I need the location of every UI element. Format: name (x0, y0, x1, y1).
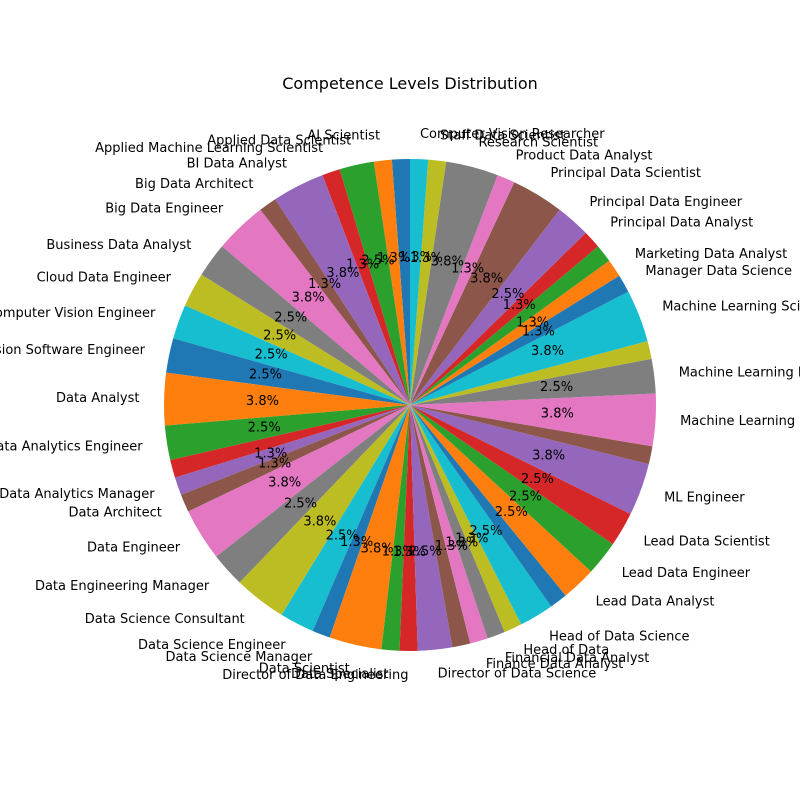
slice-category-label: Applied Machine Learning Scientist (95, 141, 323, 156)
slice-category-label: Cloud Data Engineer (37, 271, 172, 286)
slice-percent-label: 1.3% (399, 250, 432, 265)
slice-percent-label: 1.3% (516, 315, 549, 330)
slice-category-label: Data Engineer (87, 540, 181, 555)
slice-percent-label: 3.8% (541, 407, 574, 422)
slice-category-label: Head of Data Science (549, 630, 689, 645)
slice-percent-label: 3.8% (303, 514, 336, 529)
slice-percent-label: 2.5% (255, 348, 288, 363)
slice-category-label: Marketing Data Analyst (635, 247, 787, 262)
slice-category-label: Data Engineering Manager (35, 579, 210, 594)
slice-category-label: Data Analyst (56, 391, 139, 406)
slice-category-label: Manager Data Science (645, 264, 792, 279)
slice-percent-label: 2.5% (274, 311, 307, 326)
slice-percent-label: 3.8% (268, 475, 301, 490)
slice-category-label: Big Data Architect (135, 177, 253, 192)
slice-percent-label: 2.5% (469, 524, 502, 539)
slice-category-label: Data Analytics Engineer (0, 439, 143, 454)
slice-category-label: Computer Vision Engineer (0, 306, 156, 321)
slice-category-label: Principal Data Engineer (589, 195, 742, 210)
slice-category-label: Head of Data (523, 643, 609, 658)
slice-category-label: Principal Data Analyst (610, 215, 753, 230)
slice-percent-label: 2.5% (491, 287, 524, 302)
slice-category-label: Principal Data Scientist (550, 166, 701, 181)
slice-percent-label: 3.8% (531, 344, 564, 359)
slice-percent-label: 1.3% (258, 456, 291, 471)
slice-percent-label: 3.8% (532, 448, 565, 463)
slice-category-label: Computer Vision Software Engineer (0, 343, 146, 358)
slice-category-label: Lead Data Engineer (622, 566, 751, 581)
slice-percent-label: 2.5% (284, 496, 317, 511)
slice-category-label: Lead Data Scientist (643, 534, 769, 549)
slice-category-label: ML Engineer (664, 491, 745, 506)
slice-percent-label: 3.8% (246, 394, 279, 409)
chart-title: Competence Levels Distribution (282, 74, 538, 93)
slice-percent-label: 2.5% (249, 368, 282, 383)
slice-category-label: Lead Data Analyst (596, 594, 715, 609)
slice-percent-label: 2.5% (495, 505, 528, 520)
slice-category-label: BI Data Analyst (187, 156, 287, 171)
slice-category-label: Big Data Engineer (105, 202, 224, 217)
pie-slices (164, 159, 656, 651)
slice-category-label: Data Analytics Manager (0, 487, 155, 502)
slice-percent-label: 3.8% (292, 291, 325, 306)
slice-category-label: Business Data Analyst (46, 238, 191, 253)
slice-percent-label: 2.5% (521, 472, 554, 487)
slice-percent-label: 2.5% (263, 328, 296, 343)
slice-percent-label: 2.5% (509, 489, 542, 504)
slice-category-label: Director of Data Engineering (222, 668, 408, 683)
slice-category-label: Computer Vision Researcher (420, 127, 605, 142)
slice-category-label: Machine Learning Infrastructure Engineer (679, 366, 800, 381)
slice-category-label: Data Architect (68, 506, 161, 521)
slice-category-label: Machine Learning Scientist (662, 299, 800, 314)
slice-category-label: Data Science Consultant (85, 612, 245, 627)
slice-category-label: Machine Learning Engineer (680, 414, 800, 429)
slice-percent-label: 2.5% (248, 420, 281, 435)
slice-percent-label: 2.5% (540, 380, 573, 395)
